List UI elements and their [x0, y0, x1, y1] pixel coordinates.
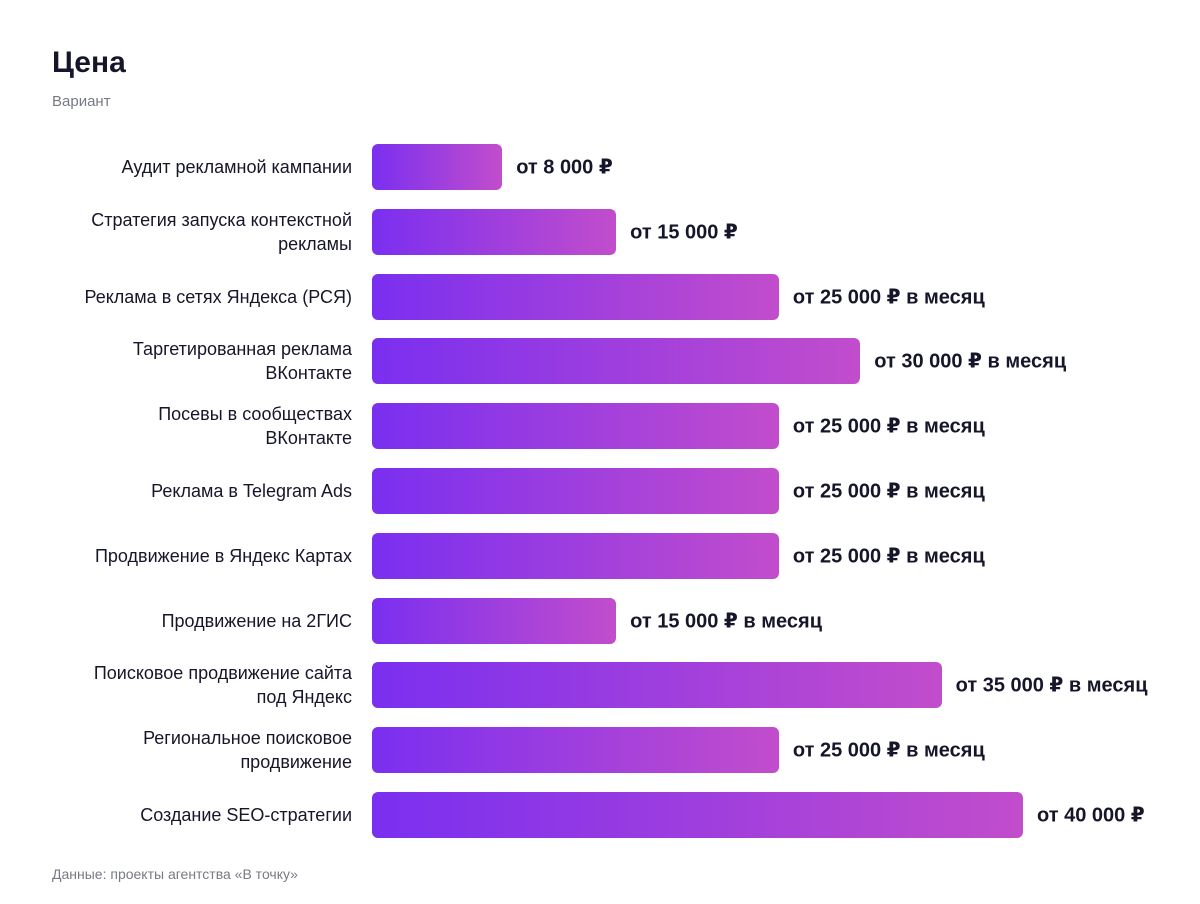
value-label: от 8 000 ₽: [516, 156, 613, 179]
bar: [372, 338, 861, 385]
value-label: от 25 000 ₽ в месяц: [792, 286, 985, 309]
value-label: от 15 000 ₽ в месяц: [630, 610, 822, 633]
category-label: Реклама в Telegram Ads: [151, 481, 352, 501]
value-label: от 30 000 ₽ в месяц: [874, 350, 1067, 373]
bar: [372, 144, 503, 190]
bar: [372, 792, 1023, 838]
bar: [372, 403, 779, 450]
value-label: от 25 000 ₽ в месяц: [792, 545, 985, 568]
category-label: Продвижение на 2ГИС: [161, 610, 352, 631]
chart-title: Цена: [52, 46, 126, 79]
category-label: Создание SEO-стратегии: [140, 805, 352, 825]
bar: [372, 273, 779, 320]
value-label: от 25 000 ₽ в месяц: [792, 480, 985, 503]
category-label: Аудит рекламной кампании: [121, 157, 352, 177]
chart-subtitle: Вариант: [52, 93, 111, 110]
bar: [372, 662, 942, 709]
value-label: от 15 000 ₽: [630, 221, 738, 244]
bar: [372, 468, 779, 514]
category-label: Таргетированная реклама ВКонтакте: [132, 339, 352, 384]
category-label: Посевы в сообществах ВКонтакте: [158, 404, 352, 449]
bar: [372, 532, 779, 579]
category-label: Реклама в сетях Яндекса (РСЯ): [84, 286, 352, 307]
category-label: Стратегия запуска контекстной рекламы: [91, 209, 352, 254]
source-note: Данные: проекты агентства «В точку»: [52, 866, 298, 882]
bar: [372, 597, 617, 644]
category-label: Региональное поисковое продвижение: [143, 728, 352, 773]
category-label: Продвижение в Яндекс Картах: [94, 545, 352, 566]
bar: [372, 727, 779, 774]
value-label: от 35 000 ₽ в месяц: [955, 674, 1148, 697]
bar: [372, 208, 617, 255]
value-label: от 40 000 ₽: [1037, 804, 1145, 827]
value-label: от 25 000 ₽ в месяц: [792, 415, 985, 438]
category-label: Поисковое продвижение сайта под Яндекс: [93, 663, 352, 708]
value-label: от 25 000 ₽ в месяц: [792, 739, 985, 762]
